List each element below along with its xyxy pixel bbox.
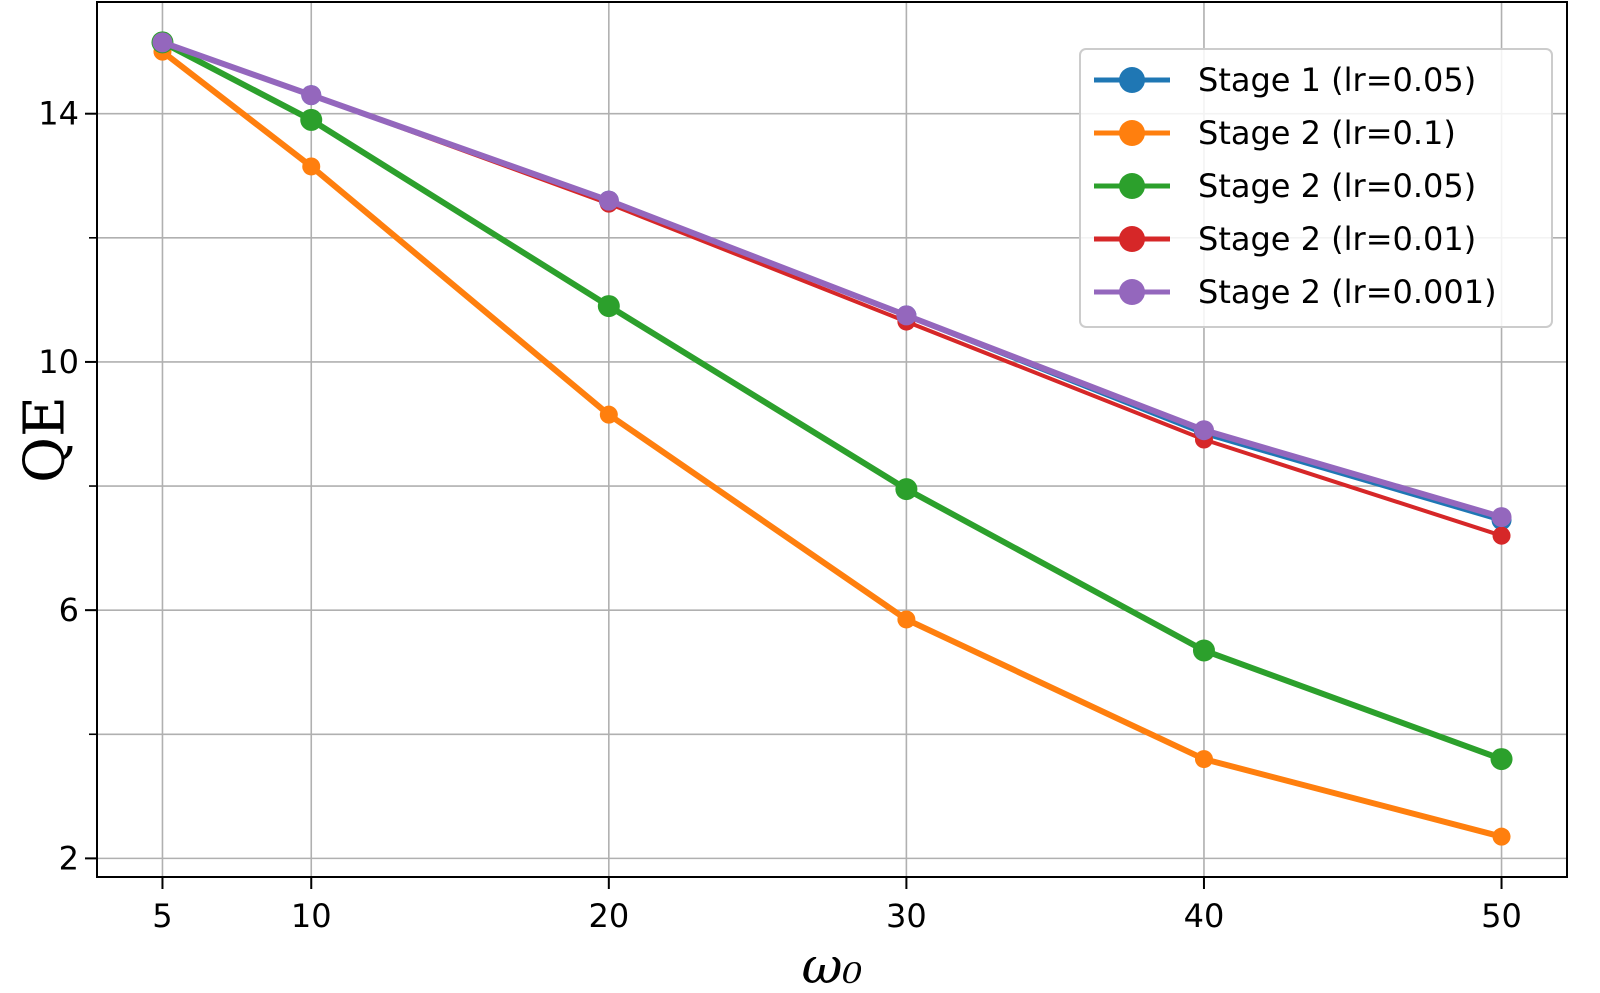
data-point-2-30 bbox=[897, 610, 916, 629]
legend-label-5: Stage 2 (lr=0.001) bbox=[1198, 273, 1497, 311]
x-tick-label-20: 20 bbox=[588, 897, 629, 935]
data-point-3-30 bbox=[895, 478, 918, 501]
y-tick-label-6: 6 bbox=[59, 591, 79, 629]
legend-label-4: Stage 2 (lr=0.01) bbox=[1198, 220, 1476, 258]
data-point-5-20 bbox=[598, 190, 619, 211]
data-point-2-40 bbox=[1194, 750, 1213, 769]
data-point-2-10 bbox=[302, 157, 321, 176]
data-point-3-50 bbox=[1490, 748, 1513, 771]
y-tick-label-2: 2 bbox=[59, 839, 79, 877]
series-line-5 bbox=[159, 39, 1505, 521]
legend-box bbox=[1079, 48, 1553, 328]
data-point-5-5 bbox=[152, 32, 173, 53]
y-tick-label-10: 10 bbox=[38, 343, 79, 381]
series-line-2 bbox=[159, 48, 1505, 840]
y-axis-label: QE bbox=[13, 396, 78, 483]
data-point-4-50 bbox=[1492, 526, 1511, 545]
data-point-3-10 bbox=[300, 108, 323, 131]
series-layer bbox=[151, 31, 1513, 846]
data-point-5-50 bbox=[1491, 507, 1512, 528]
legend-label-3: Stage 2 (lr=0.05) bbox=[1198, 167, 1476, 205]
data-point-5-40 bbox=[1193, 420, 1214, 441]
data-point-3-40 bbox=[1192, 639, 1215, 662]
data-point-3-20 bbox=[597, 295, 620, 318]
x-tick-label-40: 40 bbox=[1184, 897, 1225, 935]
legend-marker-1 bbox=[1119, 67, 1145, 93]
legend-label-1: Stage 1 (lr=0.05) bbox=[1198, 61, 1476, 99]
legend-entry-5: Stage 2 (lr=0.001) bbox=[1094, 273, 1497, 311]
series-5 bbox=[152, 32, 1512, 528]
plot-frame bbox=[96, 1, 1568, 878]
legend-marker-4 bbox=[1119, 226, 1145, 252]
series-3 bbox=[151, 31, 1513, 771]
legend-marker-5 bbox=[1119, 279, 1145, 305]
x-tick-label-10: 10 bbox=[291, 897, 332, 935]
legend-marker-2 bbox=[1119, 120, 1145, 146]
data-point-2-50 bbox=[1492, 827, 1511, 846]
data-point-2-20 bbox=[599, 405, 618, 424]
y-tick-label-14: 14 bbox=[38, 95, 79, 133]
data-point-5-10 bbox=[301, 85, 322, 106]
legend-entry-1: Stage 1 (lr=0.05) bbox=[1094, 61, 1476, 99]
data-point-5-30 bbox=[896, 305, 917, 326]
x-tick-label-5: 5 bbox=[152, 897, 172, 935]
series-line-3 bbox=[159, 39, 1505, 763]
x-tick-label-50: 50 bbox=[1481, 897, 1522, 935]
legend-entry-4: Stage 2 (lr=0.01) bbox=[1094, 220, 1476, 258]
legend-marker-3 bbox=[1119, 173, 1145, 199]
legend-label-2: Stage 2 (lr=0.1) bbox=[1198, 114, 1456, 152]
legend: Stage 1 (lr=0.05) Stage 2 (lr=0.1) Stage 2… bbox=[1079, 48, 1553, 328]
legend-entry-2: Stage 2 (lr=0.1) bbox=[1094, 114, 1456, 152]
legend-entry-3: Stage 2 (lr=0.05) bbox=[1094, 167, 1476, 205]
x-axis-label: ω₀ bbox=[802, 937, 863, 993]
x-tick-label-30: 30 bbox=[886, 897, 927, 935]
ticks: 5 10 20 30 40 50 2 6 10 14 bbox=[38, 95, 1522, 935]
